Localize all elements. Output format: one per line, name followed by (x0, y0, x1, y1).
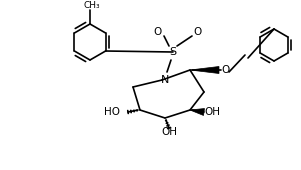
Polygon shape (190, 66, 219, 73)
Text: OH: OH (161, 127, 177, 137)
Text: O: O (221, 65, 229, 75)
Text: CH₃: CH₃ (84, 2, 100, 11)
Text: O: O (194, 27, 202, 37)
Text: O: O (154, 27, 162, 37)
Text: OH: OH (204, 107, 220, 117)
Text: N: N (161, 75, 169, 85)
Text: HO: HO (104, 107, 120, 117)
Polygon shape (190, 108, 204, 115)
Text: S: S (169, 47, 177, 57)
